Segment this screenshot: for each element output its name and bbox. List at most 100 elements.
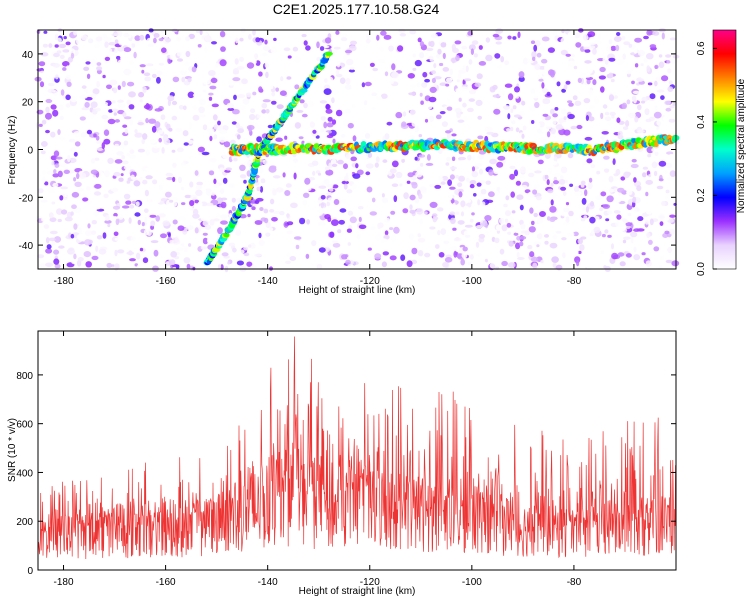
heatmap-cell <box>262 159 269 165</box>
heatmap-cell <box>519 110 525 117</box>
heatmap-cell <box>145 117 149 124</box>
heatmap-cell <box>80 193 87 198</box>
heatmap-cell <box>397 45 404 52</box>
heatmap-cell <box>43 30 48 34</box>
colorbar-tick-label: 0.4 <box>696 115 707 129</box>
heatmap-cell <box>209 157 217 163</box>
heatmap-cell <box>434 76 442 80</box>
heatmap-cell <box>544 174 549 180</box>
heatmap-cell <box>669 214 676 218</box>
heatmap-cell <box>671 260 680 267</box>
heatmap-cell <box>544 207 550 213</box>
heatmap-cell <box>331 163 338 167</box>
heatmap-cell <box>170 65 178 72</box>
heatmap-cell <box>667 247 672 252</box>
heatmap-cell <box>165 172 173 177</box>
heatmap-cell <box>250 108 256 113</box>
heatmap-feature-mark <box>324 51 333 56</box>
heatmap-cell <box>59 195 64 201</box>
heatmap-cell <box>287 55 292 59</box>
heatmap-cell <box>126 99 131 105</box>
heatmap-cell <box>121 205 130 209</box>
heatmap-cell <box>409 29 417 35</box>
heatmap-cell <box>256 186 261 192</box>
heatmap-cell <box>172 162 177 168</box>
heatmap-cell <box>562 252 566 259</box>
heatmap-cell <box>47 88 56 94</box>
heatmap-cell <box>73 131 82 137</box>
heatmap-cell <box>467 127 475 134</box>
heatmap-cell <box>51 240 56 246</box>
heatmap-cell <box>546 179 550 186</box>
heatmap-cell <box>96 66 103 71</box>
heatmap-cell <box>619 261 626 267</box>
heatmap-cell <box>128 104 135 110</box>
heatmap-cell <box>269 165 277 169</box>
heatmap-cell <box>205 202 214 207</box>
heatmap-cell <box>630 231 638 238</box>
heatmap-cell <box>77 187 84 192</box>
heatmap-cell <box>600 86 605 93</box>
heatmap-cell <box>54 33 59 41</box>
heatmap-cell <box>299 217 306 225</box>
heatmap-cell <box>54 263 61 269</box>
heatmap-cell <box>344 49 353 54</box>
heatmap-cell <box>485 180 491 185</box>
heatmap-cell <box>457 182 463 187</box>
heatmap-cell <box>198 106 206 114</box>
heatmap-cell <box>312 78 318 85</box>
heatmap-cell <box>386 121 393 126</box>
heatmap-cell <box>352 135 357 142</box>
heatmap-cell <box>584 49 591 53</box>
heatmap-cell <box>665 194 673 201</box>
heatmap-cell <box>549 206 557 213</box>
heatmap-cell <box>208 170 215 176</box>
heatmap-cell <box>498 217 505 225</box>
heatmap-cell <box>156 70 163 76</box>
heatmap-cell <box>41 176 46 184</box>
heatmap-cell <box>484 126 493 132</box>
heatmap-cell <box>205 188 212 193</box>
heatmap-cell <box>418 154 426 158</box>
heatmap-cell <box>213 183 219 189</box>
heatmap-cell <box>87 223 91 229</box>
heatmap-cell <box>529 105 536 112</box>
heatmap-cell <box>595 206 600 212</box>
snr-y-tick-label: 200 <box>16 517 33 528</box>
heatmap-cell <box>212 114 218 121</box>
heatmap-cell <box>41 119 47 125</box>
heatmap-cell <box>640 63 644 67</box>
heatmap-cell <box>544 65 550 70</box>
heatmap-cell <box>669 58 678 64</box>
heatmap-cell <box>661 32 665 40</box>
heatmap-cell <box>656 119 663 126</box>
heatmap-cell <box>438 154 447 162</box>
heatmap-cell <box>575 250 579 255</box>
heatmap-cell <box>395 111 403 119</box>
heatmap-cell <box>449 174 455 180</box>
heatmap-cell <box>439 62 444 67</box>
heatmap-cell <box>209 219 215 226</box>
heatmap-cell <box>62 49 70 53</box>
heatmap-cell <box>358 224 367 230</box>
heatmap-cell <box>162 33 169 39</box>
heatmap-cell <box>355 163 359 169</box>
heatmap-cell <box>319 46 325 51</box>
heatmap-cell <box>625 253 632 258</box>
heatmap-cell <box>195 184 203 190</box>
heatmap-cell <box>600 112 604 120</box>
heatmap-cell <box>154 121 161 129</box>
heatmap-cell <box>420 100 424 105</box>
heatmap-cell <box>255 37 261 43</box>
heatmap-cell <box>319 100 328 104</box>
heatmap-cell <box>544 152 551 160</box>
heatmap-cell <box>520 174 525 179</box>
heatmap-cell <box>438 56 444 61</box>
heatmap-cell <box>294 122 302 129</box>
heatmap-cell <box>187 91 195 99</box>
heatmap-cell <box>431 77 436 84</box>
heatmap-cell <box>552 262 557 268</box>
heatmap-cell <box>171 224 177 231</box>
heatmap-cell <box>260 178 266 184</box>
